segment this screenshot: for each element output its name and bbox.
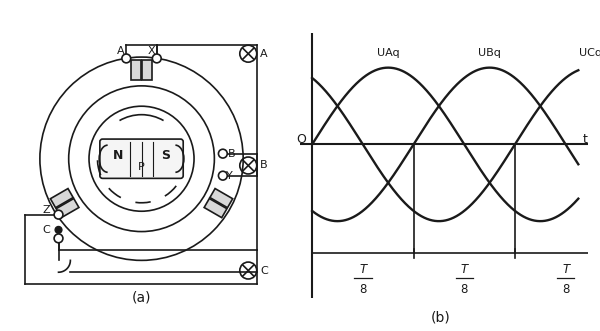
Text: Z: Z [43,205,50,214]
Text: T: T [461,262,468,276]
Text: A: A [118,46,125,56]
Circle shape [54,234,63,243]
Text: T: T [562,262,569,276]
Text: C: C [260,265,268,275]
Text: UCq: UCq [580,48,600,59]
Text: Y: Y [226,171,233,181]
Text: B: B [227,149,235,159]
Text: O: O [296,133,306,146]
Text: UAq: UAq [377,48,400,59]
Polygon shape [56,199,79,218]
Text: T: T [359,262,367,276]
Circle shape [152,54,161,63]
Polygon shape [131,60,141,80]
FancyBboxPatch shape [100,139,183,178]
Circle shape [122,54,131,63]
Text: X: X [148,46,155,56]
Text: 8: 8 [562,283,569,296]
Text: t: t [583,133,588,146]
Text: 8: 8 [359,283,367,296]
Polygon shape [50,189,73,208]
Text: 8: 8 [461,283,468,296]
Text: S: S [161,149,170,162]
Text: C: C [43,225,50,235]
Circle shape [55,226,62,233]
Text: B: B [260,161,268,170]
Text: (a): (a) [132,291,151,305]
Text: UBq: UBq [478,48,501,59]
Polygon shape [204,199,227,218]
Circle shape [54,210,63,219]
Text: P: P [138,162,145,172]
Text: A: A [260,49,268,59]
Circle shape [218,149,227,158]
Text: (b): (b) [431,310,451,324]
Circle shape [218,171,227,180]
Polygon shape [210,189,233,208]
Text: N: N [113,149,123,162]
Polygon shape [142,60,152,80]
